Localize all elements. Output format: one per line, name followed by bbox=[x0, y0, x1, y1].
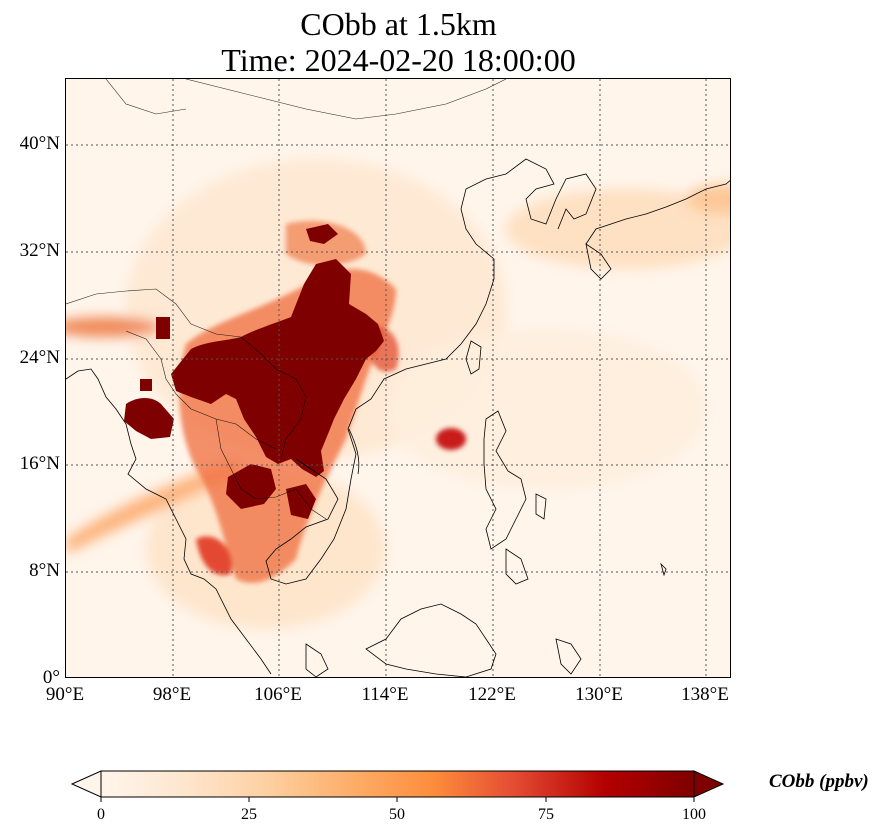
lon-label-98e: 98°E bbox=[152, 684, 192, 705]
colorbar-extend-high bbox=[693, 770, 725, 798]
colorbar-tick-25: 25 bbox=[241, 806, 257, 823]
lon-label-138e: 138°E bbox=[681, 684, 729, 705]
lat-label-16n: 16°N bbox=[19, 453, 60, 474]
colorbar-tick-75: 75 bbox=[538, 806, 554, 823]
co-light-haze bbox=[66, 159, 730, 629]
lat-label-8n: 8°N bbox=[29, 560, 60, 581]
colorbar-gradient bbox=[100, 770, 695, 798]
lon-label-114e: 114°E bbox=[361, 684, 409, 705]
lat-label-32n: 32°N bbox=[19, 240, 60, 261]
colorbar-tick-50: 50 bbox=[389, 806, 405, 823]
colorbar-label: CObb (ppbv) bbox=[769, 771, 869, 792]
map-title-line2: Time: 2024-02-20 18:00:00 bbox=[221, 42, 576, 78]
colorbar-tick-100: 100 bbox=[682, 806, 706, 823]
lon-label-122e: 122°E bbox=[468, 684, 516, 705]
map-panel bbox=[65, 78, 731, 678]
lat-label-0: 0° bbox=[42, 667, 60, 688]
lon-label-130e: 130°E bbox=[575, 684, 623, 705]
lat-label-40n: 40°N bbox=[19, 133, 60, 154]
gridlines bbox=[66, 79, 730, 677]
country-borders bbox=[66, 79, 507, 520]
colorbar-tick-0: 0 bbox=[97, 806, 105, 823]
coastlines bbox=[66, 158, 730, 677]
lon-label-106e: 106°E bbox=[254, 684, 302, 705]
co-dark-core bbox=[124, 224, 384, 519]
map-title-line1: CObb at 1.5km bbox=[300, 6, 497, 42]
map-canvas bbox=[66, 79, 730, 677]
lon-label-90e: 90°E bbox=[45, 684, 85, 705]
colorbar-extend-low bbox=[70, 770, 102, 798]
lat-label-24n: 24°N bbox=[19, 347, 60, 368]
